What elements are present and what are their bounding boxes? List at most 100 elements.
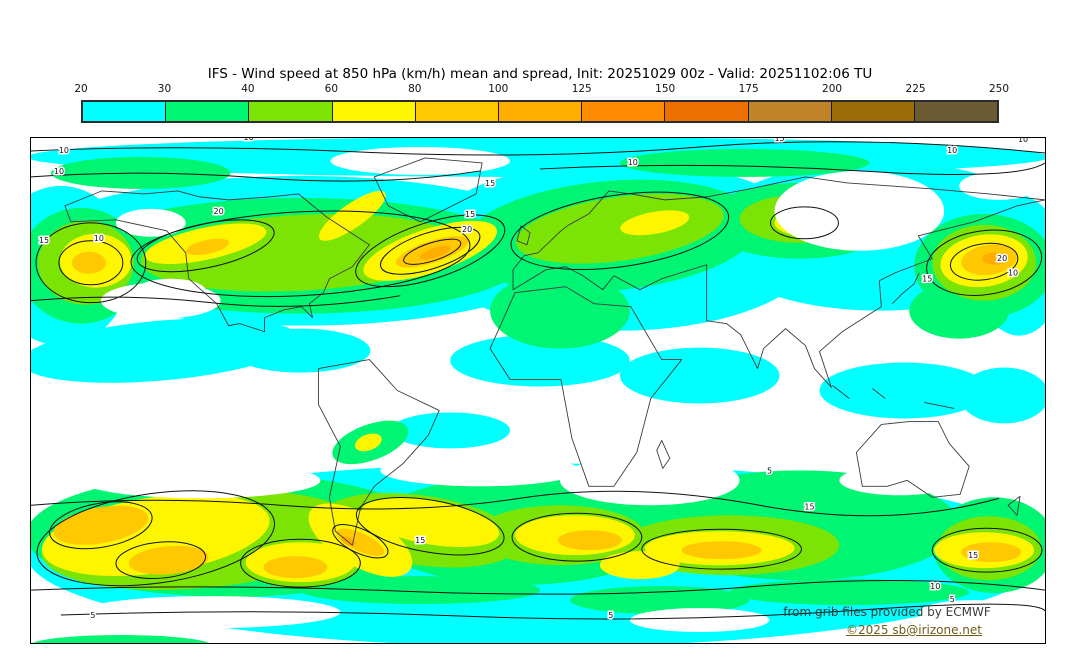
- colorbar-tick: 60: [324, 83, 339, 95]
- colorbar-segment: [913, 102, 998, 121]
- wind-fill-region: [599, 551, 680, 580]
- copyright-link[interactable]: ©2025 sb@irizone.net: [846, 623, 982, 637]
- colorbar-tick: 30: [157, 83, 172, 95]
- spread-contour: [31, 580, 1045, 595]
- wind-fill-region: [330, 146, 511, 175]
- page-title: IFS - Wind speed at 850 hPa (km/h) mean …: [207, 66, 873, 82]
- wind-fill-region: [336, 528, 385, 556]
- wind-fill-region: [186, 238, 230, 256]
- wind-fill-region: [619, 148, 870, 177]
- coastline: [373, 157, 483, 223]
- contour-label: 15: [922, 275, 932, 284]
- spread-contour: [130, 210, 471, 298]
- colorbar-tick: 40: [241, 83, 255, 95]
- colorbar-tick: 125: [571, 83, 592, 95]
- spread-contour: [31, 490, 1000, 517]
- wind-fill-region: [80, 462, 321, 499]
- contour-label: 5: [608, 611, 613, 620]
- contour-label: 10: [1008, 269, 1018, 278]
- wind-fill-region: [419, 245, 451, 260]
- wind-fill-region: [620, 210, 690, 236]
- colorbar-segment: [747, 102, 831, 121]
- contour-label: 5: [90, 611, 95, 620]
- colorbar-segment: [830, 102, 914, 121]
- coastline: [832, 385, 850, 399]
- contour-label: 15: [465, 210, 475, 219]
- contour-label: 5: [950, 595, 955, 604]
- spread-contour: [511, 512, 643, 562]
- contour-label: 10: [59, 146, 69, 155]
- wind-fill-region: [380, 454, 580, 487]
- colorbar-tick: 200: [822, 83, 843, 95]
- spread-contour: [926, 229, 1043, 296]
- colorbar-tick: 225: [905, 83, 926, 95]
- spread-contour: [510, 191, 730, 271]
- wind-fill-region: [263, 556, 328, 579]
- contour-label: 15: [804, 502, 814, 511]
- contour-label: 10: [244, 138, 254, 142]
- wind-fill-region: [318, 190, 386, 241]
- contour-label: 10: [54, 167, 64, 176]
- wind-fill-region: [557, 530, 622, 551]
- world-wind-map: 1010102015101510152015101020101515151510…: [30, 137, 1046, 644]
- colorbar-tick: 175: [738, 83, 759, 95]
- contour-label: 15: [485, 179, 495, 188]
- coastline: [64, 190, 370, 333]
- colorbar-segment: [331, 102, 415, 121]
- spread-contour: [31, 170, 481, 182]
- contour-label: 10: [930, 582, 940, 591]
- wind-fill-region: [681, 541, 762, 560]
- spread-contour: [31, 141, 1045, 156]
- coastline: [891, 272, 920, 304]
- spread-contour: [332, 524, 389, 559]
- wind-fill-region: [774, 170, 945, 251]
- spread-contour: [949, 242, 1019, 281]
- colorbar-tick: 80: [408, 83, 422, 95]
- wind-fill-region: [959, 171, 1040, 200]
- spread-contour: [641, 528, 802, 570]
- colorbar-segment: [664, 102, 748, 121]
- spread-contour: [31, 295, 401, 307]
- wind-fill-region: [31, 318, 300, 383]
- contour-label: 10: [94, 234, 104, 243]
- colorbar-segment: [497, 102, 582, 121]
- contour-label: 10: [628, 158, 638, 167]
- contour-label: 15: [774, 138, 784, 143]
- colorbar-segment: [581, 102, 665, 121]
- wind-fill-region: [128, 545, 209, 575]
- contour-label: 5: [767, 466, 772, 475]
- spread-contour: [240, 538, 361, 588]
- spread-contour: [60, 603, 1045, 620]
- wind-fill-region: [230, 328, 371, 373]
- colorbar: [81, 100, 999, 123]
- contour-label: 10: [1018, 138, 1028, 144]
- colorbar-segment: [83, 102, 166, 121]
- colorbar-tick-labels: 20 30 40 60 80 100 125 150 175 200 225 250: [74, 83, 1009, 97]
- coastline: [855, 420, 970, 498]
- wind-fill-region: [300, 576, 540, 605]
- spread-contour: [403, 238, 462, 265]
- wind-fill-region: [361, 497, 500, 548]
- wind-fill-region: [115, 208, 186, 237]
- spread-contour: [770, 206, 839, 240]
- spread-contour: [355, 497, 505, 556]
- contour-label: 10: [947, 146, 957, 155]
- wind-fill-region: [71, 251, 106, 274]
- wind-fill-region: [31, 615, 101, 636]
- wind-fill-region: [839, 465, 960, 496]
- colorbar-tick: 250: [988, 83, 1010, 95]
- coastline: [1007, 495, 1021, 516]
- spread-contour: [931, 527, 1043, 573]
- contour-label: 20: [214, 207, 224, 216]
- coastline: [924, 402, 955, 409]
- colorbar-tick: 150: [655, 83, 676, 95]
- spread-contour: [35, 222, 147, 304]
- coastline: [656, 439, 671, 469]
- wind-fill-region: [982, 252, 1007, 265]
- wind-fill-region: [490, 272, 630, 349]
- spread-contour: [355, 214, 506, 288]
- wind-fill-region: [390, 412, 511, 449]
- coastline: [516, 225, 531, 246]
- wind-fill-region: [53, 505, 149, 545]
